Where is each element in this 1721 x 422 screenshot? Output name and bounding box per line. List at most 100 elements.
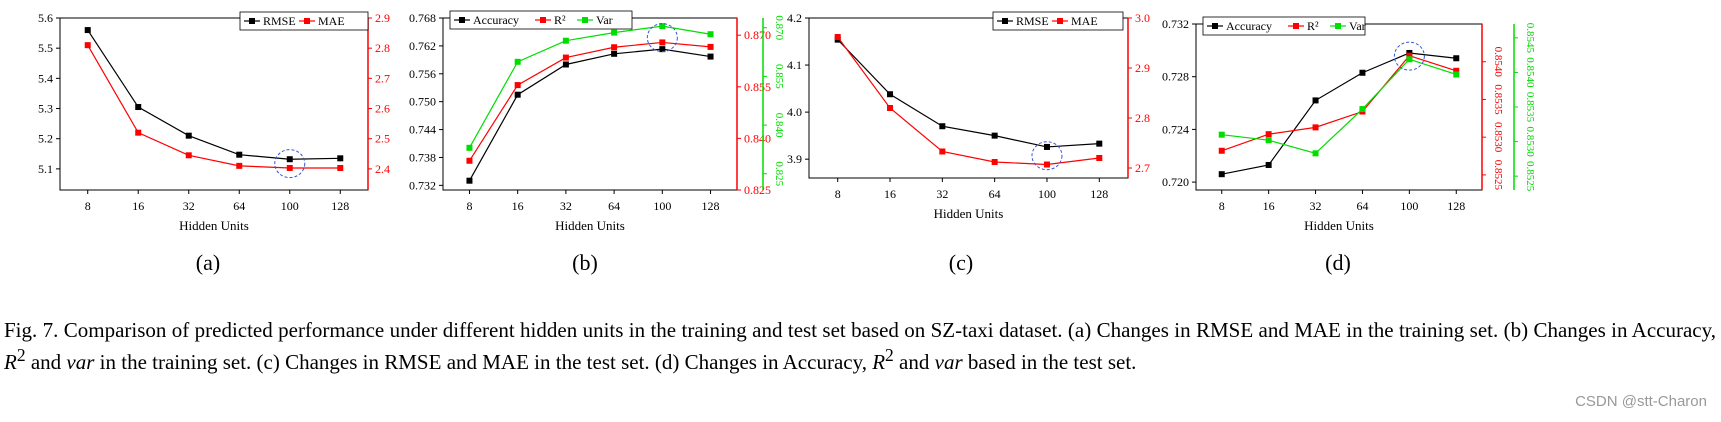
y-tick-label-left: 0.750 bbox=[409, 95, 436, 109]
y-tick-label-left: 0.738 bbox=[409, 150, 436, 164]
data-point bbox=[1096, 155, 1103, 161]
y-tick-label-right: 0.8540 bbox=[1492, 47, 1504, 78]
figure-caption: Fig. 7. Comparison of predicted performa… bbox=[4, 318, 1716, 375]
x-tick-label: 16 bbox=[1263, 199, 1275, 213]
x-tick-label: 8 bbox=[835, 187, 841, 201]
y-tick-label-left: 0.728 bbox=[1162, 70, 1189, 84]
data-point bbox=[991, 132, 998, 139]
data-point bbox=[562, 37, 569, 44]
data-point bbox=[1312, 97, 1319, 104]
data-point bbox=[707, 53, 714, 60]
y-tick-label-right: 0.8545 bbox=[1524, 23, 1536, 54]
data-point bbox=[337, 155, 344, 162]
legend-label: R² bbox=[1307, 19, 1319, 33]
y-tick-label-right: 0.8525 bbox=[1524, 161, 1536, 192]
series-line-Accuracy bbox=[1221, 52, 1457, 175]
x-axis-label: Hidden Units bbox=[555, 218, 625, 233]
data-point bbox=[939, 148, 946, 155]
data-point bbox=[1218, 147, 1225, 154]
x-tick-label: 128 bbox=[1447, 199, 1465, 213]
data-point bbox=[887, 91, 894, 98]
y-tick-label-right: 0.8535 bbox=[1492, 84, 1504, 115]
legend-marker bbox=[459, 17, 465, 23]
y-tick-label-right: 0.870 bbox=[773, 15, 785, 40]
data-point bbox=[135, 104, 142, 111]
data-point bbox=[562, 61, 569, 68]
y-tick-label-right: 2.6 bbox=[375, 102, 390, 116]
y-tick-label-right: 3.0 bbox=[1135, 11, 1150, 25]
x-tick-label: 16 bbox=[132, 199, 144, 213]
data-point bbox=[514, 91, 521, 98]
data-point bbox=[135, 129, 142, 136]
legend-marker bbox=[1335, 23, 1341, 29]
subfigure-label: (a) bbox=[196, 250, 220, 275]
x-tick-label: 32 bbox=[560, 199, 572, 213]
data-point bbox=[84, 42, 91, 49]
series-line-Var bbox=[468, 25, 711, 149]
data-point bbox=[1043, 161, 1050, 168]
caption-r-symbol: R bbox=[4, 350, 17, 374]
x-tick-label: 16 bbox=[512, 199, 524, 213]
data-point bbox=[611, 50, 618, 57]
x-tick-label: 128 bbox=[1090, 187, 1108, 201]
legend-label: RMSE bbox=[1016, 14, 1049, 28]
x-tick-label: 8 bbox=[85, 199, 91, 213]
data-point bbox=[1453, 71, 1460, 78]
data-point bbox=[1359, 106, 1366, 113]
data-point bbox=[286, 164, 293, 171]
y-tick-label-left: 0.732 bbox=[409, 178, 436, 192]
data-point bbox=[1265, 137, 1272, 144]
x-tick-label: 64 bbox=[1356, 199, 1368, 213]
data-point bbox=[514, 82, 521, 89]
caption-text-4: and bbox=[893, 350, 935, 374]
y-tick-label-right: 0.870 bbox=[744, 28, 771, 42]
y-tick-label-left: 4.0 bbox=[787, 105, 802, 119]
y-tick-label-left: 5.3 bbox=[38, 102, 53, 116]
caption-text-5: based in the test set. bbox=[962, 350, 1137, 374]
y-tick-label-right: 2.7 bbox=[375, 71, 390, 85]
x-axis-label: Hidden Units bbox=[1304, 218, 1374, 233]
series-line-Var bbox=[1221, 58, 1457, 155]
plot-frame bbox=[442, 17, 738, 191]
data-point bbox=[84, 27, 91, 34]
series-line-RMSE bbox=[837, 39, 1100, 148]
data-point bbox=[611, 29, 618, 36]
data-point bbox=[236, 151, 243, 158]
y-tick-label-left: 4.2 bbox=[787, 11, 802, 25]
y-tick-label-right: 0.855 bbox=[744, 80, 771, 94]
x-tick-label: 64 bbox=[233, 199, 245, 213]
y-tick-label-left: 0.720 bbox=[1162, 175, 1189, 189]
data-point bbox=[707, 43, 714, 50]
data-point bbox=[834, 34, 841, 40]
legend-label: Var bbox=[1349, 19, 1366, 33]
x-tick-label: 100 bbox=[1038, 187, 1056, 201]
x-tick-label: 100 bbox=[1400, 199, 1418, 213]
y-tick-label-left: 3.9 bbox=[787, 152, 802, 166]
data-point bbox=[939, 123, 946, 130]
caption-var-symbol: var bbox=[66, 350, 95, 374]
data-point bbox=[1406, 52, 1413, 59]
legend-label: Accuracy bbox=[473, 13, 519, 27]
data-point bbox=[1218, 171, 1225, 178]
y-tick-label-left: 5.5 bbox=[38, 41, 53, 55]
data-point bbox=[1265, 131, 1272, 138]
plot-frame bbox=[59, 17, 369, 191]
data-point bbox=[236, 162, 243, 169]
data-point bbox=[286, 156, 293, 163]
data-point bbox=[466, 157, 473, 164]
x-axis-label: Hidden Units bbox=[934, 206, 1004, 221]
series-line-MAE bbox=[87, 44, 341, 169]
legend-marker bbox=[582, 17, 588, 23]
caption-var-symbol: var bbox=[934, 350, 963, 374]
y-tick-label-right: 0.825 bbox=[744, 183, 771, 197]
data-point bbox=[466, 177, 473, 184]
data-point bbox=[1043, 143, 1050, 150]
legend-marker bbox=[540, 17, 546, 23]
y-tick-label-right: 0.8530 bbox=[1524, 126, 1536, 157]
data-point bbox=[1312, 124, 1319, 131]
y-tick-label-right: 2.7 bbox=[1135, 161, 1150, 175]
y-tick-label-right: 0.8530 bbox=[1492, 122, 1504, 153]
x-tick-label: 32 bbox=[936, 187, 948, 201]
y-tick-label-left: 0.732 bbox=[1162, 17, 1189, 31]
y-tick-label-left: 0.768 bbox=[409, 11, 436, 25]
